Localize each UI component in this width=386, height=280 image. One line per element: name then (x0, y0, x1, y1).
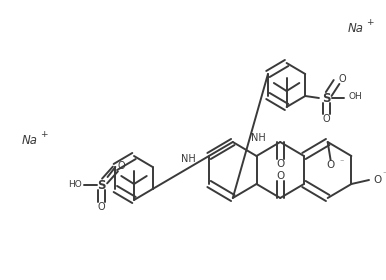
Text: O: O (276, 171, 284, 181)
Text: NH: NH (251, 133, 265, 143)
Text: O: O (339, 74, 346, 84)
Text: ⁻: ⁻ (383, 169, 386, 179)
Text: O: O (373, 175, 381, 185)
Text: Na: Na (347, 22, 363, 34)
Text: ⁻: ⁻ (339, 158, 344, 167)
Text: HO: HO (68, 179, 82, 188)
Text: O: O (276, 159, 284, 169)
Text: O: O (327, 160, 335, 170)
Text: NH: NH (181, 153, 196, 164)
Text: S: S (322, 92, 331, 104)
Text: +: + (40, 130, 47, 139)
Text: +: + (366, 18, 373, 27)
Text: O: O (117, 161, 125, 171)
Text: S: S (97, 179, 106, 192)
Text: OH: OH (348, 92, 362, 101)
Text: Na: Na (22, 134, 37, 146)
Text: O: O (323, 114, 330, 124)
Text: O: O (98, 202, 105, 212)
